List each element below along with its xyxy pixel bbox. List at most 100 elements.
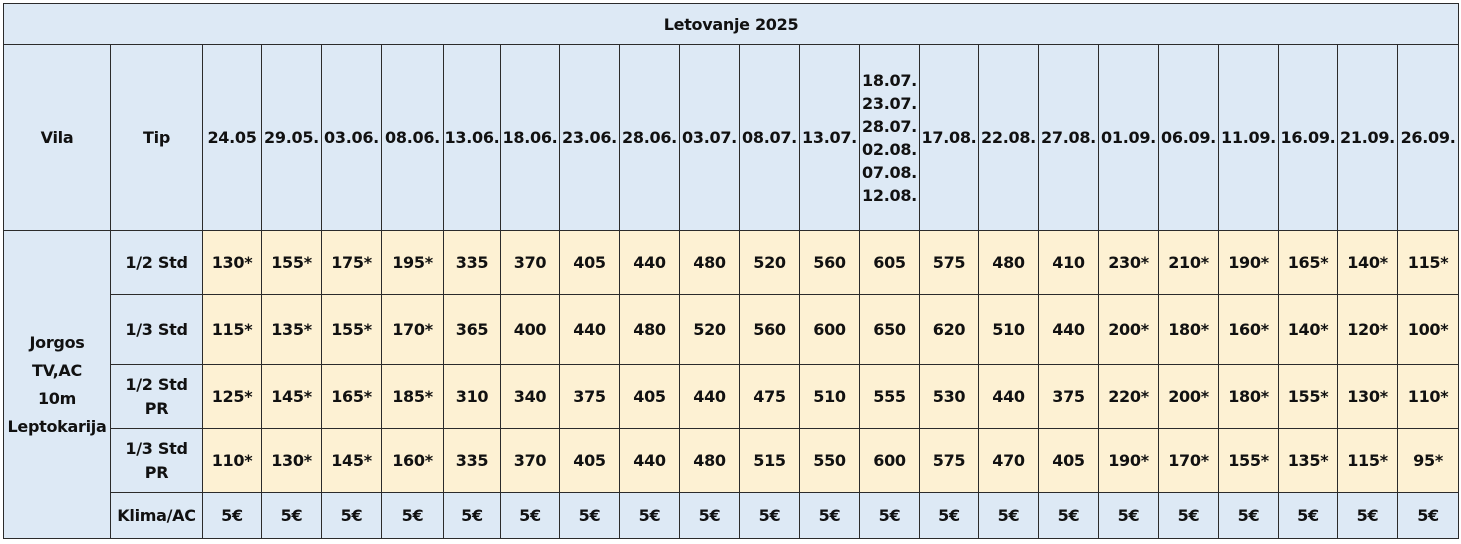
price-cell: 510 xyxy=(978,294,1039,365)
price-cell: 145* xyxy=(321,428,382,493)
klima-price-cell: 5€ xyxy=(261,492,322,539)
price-cell: 165* xyxy=(1278,230,1338,295)
header-date: 11.09. xyxy=(1218,44,1279,231)
klima-price-cell: 5€ xyxy=(978,492,1039,539)
room-type-line: PR xyxy=(144,462,169,482)
header-date: 03.07. xyxy=(679,44,740,231)
price-cell: 335 xyxy=(443,428,501,493)
villa-name-line: 10m xyxy=(37,388,77,408)
price-cell: 160* xyxy=(1218,294,1279,365)
price-cell: 100* xyxy=(1396,294,1460,365)
price-cell: 130* xyxy=(1337,364,1398,429)
table-row: 1/2 Std PR 125* 145* 165* 185* 310 340 375 405 440… xyxy=(4,364,1460,429)
price-cell: 190* xyxy=(1098,428,1159,493)
price-cell: 155* xyxy=(1278,364,1338,429)
header-date-line: 07.08. xyxy=(862,162,917,182)
price-cell: 515 xyxy=(739,428,800,493)
price-cell: 180* xyxy=(1218,364,1279,429)
klima-price-cell: 5€ xyxy=(799,492,860,539)
header-date: 01.09. xyxy=(1098,44,1159,231)
price-cell: 340 xyxy=(500,364,560,429)
price-cell: 140* xyxy=(1337,230,1398,295)
klima-price-cell: 5€ xyxy=(321,492,382,539)
villa-name-line: TV,AC xyxy=(32,360,82,380)
header-date-line: 23.07. xyxy=(862,93,917,113)
villa-name-cell: Jorgos TV,AC 10m Leptokarija xyxy=(3,230,111,539)
price-cell: 115* xyxy=(1337,428,1398,493)
price-cell: 310 xyxy=(443,364,501,429)
price-cell: 335 xyxy=(443,230,501,295)
price-table-container: Letovanje 2025 Vila Tip 24.05 29.05. 03.06… xyxy=(2,3,1460,539)
price-cell: 530 xyxy=(919,364,979,429)
header-date: 23.06. xyxy=(559,44,620,231)
header-date: 18.07. 23.07. 28.07. 02.08. 07.08. 12.08. xyxy=(859,44,920,231)
table-row: 1/3 Std PR 110* 130* 145* 160* 335 370 405 440 480… xyxy=(4,428,1460,493)
header-date: 13.06. xyxy=(443,44,501,231)
price-cell: 175* xyxy=(321,230,382,295)
room-type-line: 1/3 Std xyxy=(125,319,188,339)
price-cell: 600 xyxy=(859,428,920,493)
header-date-line: 18.07. xyxy=(862,70,917,90)
price-cell: 230* xyxy=(1098,230,1159,295)
klima-price-cell: 5€ xyxy=(1396,492,1460,539)
price-cell: 155* xyxy=(261,230,322,295)
villa-name-line: Jorgos xyxy=(29,332,85,352)
price-cell: 145* xyxy=(261,364,322,429)
price-cell: 560 xyxy=(799,230,860,295)
price-cell: 180* xyxy=(1158,294,1219,365)
price-cell: 405 xyxy=(559,230,620,295)
klima-price-cell: 5€ xyxy=(500,492,560,539)
price-cell: 110* xyxy=(202,428,262,493)
price-cell: 165* xyxy=(321,364,382,429)
price-cell: 170* xyxy=(381,294,444,365)
price-cell: 365 xyxy=(443,294,501,365)
header-date: 08.07. xyxy=(739,44,800,231)
price-cell: 410 xyxy=(1038,230,1099,295)
price-cell: 475 xyxy=(739,364,800,429)
price-cell: 480 xyxy=(679,230,740,295)
price-cell: 220* xyxy=(1098,364,1159,429)
room-type-cell: 1/3 Std PR xyxy=(110,428,203,493)
header-date: 27.08. xyxy=(1038,44,1099,231)
price-cell: 520 xyxy=(739,230,800,295)
price-cell: 400 xyxy=(500,294,560,365)
klima-price-cell: 5€ xyxy=(1038,492,1099,539)
price-cell: 520 xyxy=(679,294,740,365)
table-title: Letovanje 2025 xyxy=(2,3,1460,45)
price-cell: 555 xyxy=(859,364,920,429)
header-date: 28.06. xyxy=(619,44,680,231)
price-cell: 125* xyxy=(202,364,262,429)
price-cell: 470 xyxy=(978,428,1039,493)
room-type-line: 1/3 Std xyxy=(125,438,188,458)
price-cell: 575 xyxy=(919,428,979,493)
klima-price-cell: 5€ xyxy=(1158,492,1219,539)
price-cell: 560 xyxy=(739,294,800,365)
price-cell: 155* xyxy=(1218,428,1279,493)
price-cell: 95* xyxy=(1396,428,1460,493)
price-cell: 115* xyxy=(202,294,262,365)
price-cell: 200* xyxy=(1098,294,1159,365)
klima-price-cell: 5€ xyxy=(859,492,920,539)
header-date: 03.06. xyxy=(321,44,382,231)
table-row-klima: Klima/AC 5€ 5€ 5€ 5€ 5€ 5€ 5€ 5€ 5€ 5€ 5€ 5€ 5€ 5€ 5€ 5€… xyxy=(4,492,1460,539)
price-cell: 135* xyxy=(261,294,322,365)
price-cell: 600 xyxy=(799,294,860,365)
price-cell: 550 xyxy=(799,428,860,493)
klima-price-cell: 5€ xyxy=(739,492,800,539)
price-cell: 605 xyxy=(859,230,920,295)
klima-price-cell: 5€ xyxy=(1218,492,1279,539)
price-cell: 440 xyxy=(1038,294,1099,365)
price-table: Letovanje 2025 Vila Tip 24.05 29.05. 03.06… xyxy=(2,3,1460,539)
header-date: 17.08. xyxy=(919,44,979,231)
price-cell: 110* xyxy=(1396,364,1460,429)
room-type-cell: 1/2 Std xyxy=(110,230,203,295)
header-date: 21.09. xyxy=(1337,44,1398,231)
price-cell: 405 xyxy=(619,364,680,429)
klima-price-cell: 5€ xyxy=(381,492,444,539)
price-cell: 440 xyxy=(619,230,680,295)
header-date: 18.06. xyxy=(500,44,560,231)
header-date-line: 28.07. xyxy=(862,116,917,136)
room-type-line: 1/2 Std xyxy=(125,374,188,394)
price-cell: 200* xyxy=(1158,364,1219,429)
klima-price-cell: 5€ xyxy=(559,492,620,539)
